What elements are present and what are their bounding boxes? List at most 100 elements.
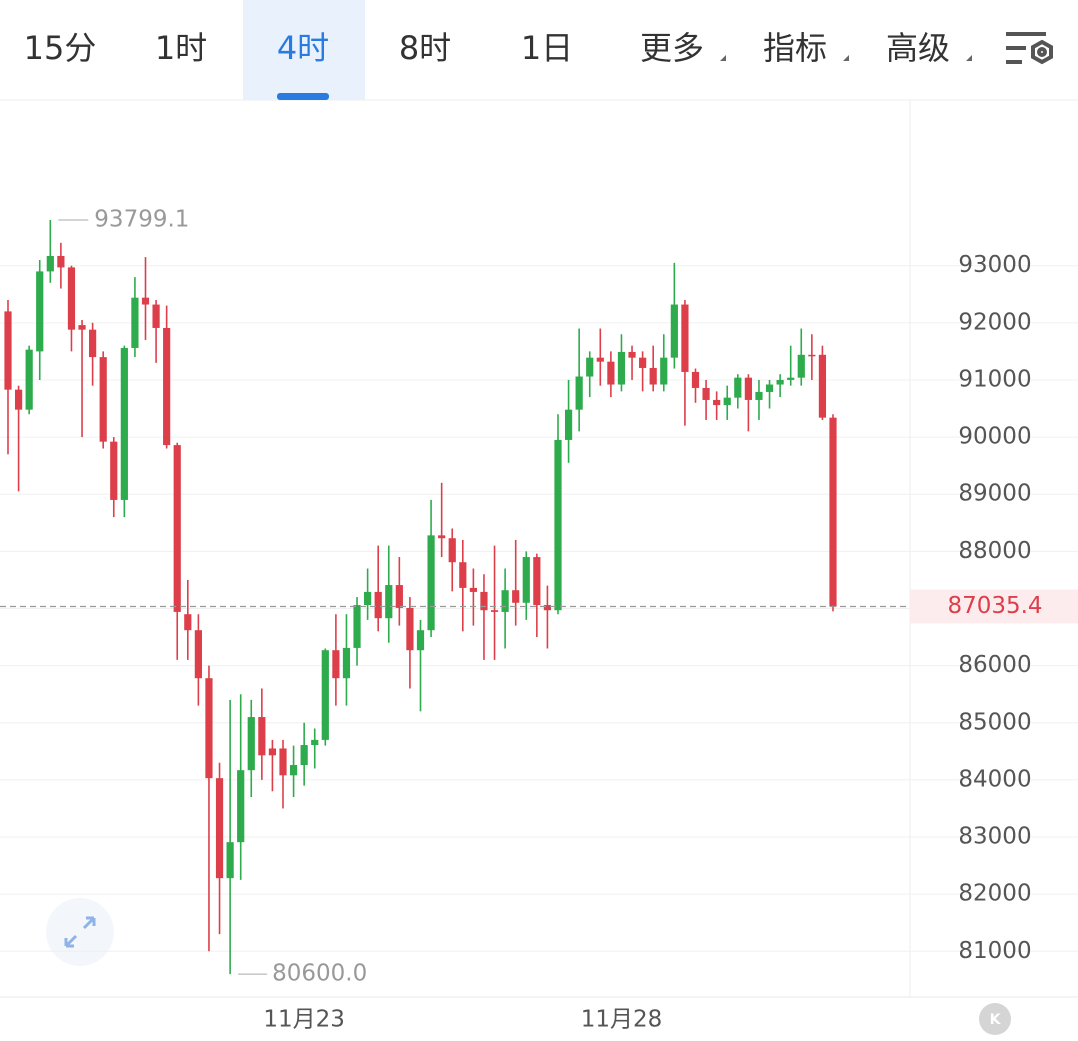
y-tick-label: 90000 (958, 424, 1031, 450)
y-tick-label: 86000 (958, 652, 1031, 678)
candle-body (237, 770, 245, 843)
candle-body (364, 591, 372, 606)
candle-body (385, 585, 393, 619)
candle-body (776, 379, 784, 385)
tab[interactable]: 指标 (763, 29, 827, 67)
y-tick-label: 85000 (958, 709, 1031, 735)
candle-body (205, 678, 213, 779)
candle-body (163, 327, 171, 446)
candle-body (4, 311, 12, 390)
tab[interactable]: 8时 (399, 29, 451, 67)
candle-body (289, 765, 298, 776)
candle-body (533, 557, 541, 606)
last-price-label: 87035.4 (947, 593, 1042, 619)
candle-body (279, 748, 287, 776)
candle-body (512, 590, 520, 603)
candle-body (607, 361, 615, 385)
candle-body (226, 842, 234, 879)
candle-body (501, 590, 509, 612)
candle-body (586, 357, 594, 377)
x-tick-label: 11月28 (581, 1007, 663, 1033)
candle-body (723, 397, 731, 406)
candle-body (406, 607, 414, 651)
candle-body (818, 354, 827, 418)
candle-body (247, 717, 255, 771)
candle-body (120, 347, 128, 500)
tab[interactable]: 1时 (155, 29, 207, 67)
candle-body (141, 297, 150, 305)
candle-body (469, 587, 477, 592)
candle-body (490, 610, 499, 612)
candle-body (321, 650, 329, 740)
x-tick-label: 11月23 (263, 1007, 345, 1033)
candle-body (311, 739, 319, 746)
candle-body (46, 255, 54, 272)
y-tick-label: 88000 (958, 538, 1031, 564)
candle-body (713, 399, 721, 406)
svg-text:K: K (990, 1012, 1002, 1028)
candle-body (808, 354, 816, 357)
tab[interactable]: 4时 (277, 29, 329, 67)
candle-body (765, 384, 774, 392)
candle-body (57, 255, 65, 268)
candle-body (797, 354, 805, 378)
candle-body (14, 389, 23, 410)
candle-body (215, 778, 224, 879)
candle-body (184, 614, 192, 631)
candle-body (564, 409, 573, 440)
candle-body (670, 304, 678, 358)
y-tick-label: 91000 (958, 366, 1031, 392)
settings-icon[interactable] (1006, 32, 1053, 65)
candle-body (755, 391, 763, 400)
candle-body (691, 371, 700, 388)
candle-body (660, 357, 668, 385)
candle-body (300, 745, 308, 766)
candle-body (25, 349, 33, 410)
y-tick-label: 81000 (958, 938, 1031, 964)
candle-body (681, 304, 689, 372)
candle-body (829, 417, 837, 607)
candle-body (395, 585, 403, 608)
tab[interactable]: 更多 (640, 29, 704, 67)
k-button[interactable]: K (979, 1003, 1011, 1035)
candle-body (332, 650, 340, 679)
tab[interactable]: 1日 (521, 29, 573, 67)
candle-body (628, 351, 636, 358)
dropdown-arrow (843, 55, 849, 61)
candle-body (110, 441, 118, 500)
max-label: 93799.1 (94, 207, 189, 233)
active-tab-bg (243, 0, 365, 100)
dropdown-arrow (966, 55, 972, 61)
active-tab-indicator (277, 93, 329, 100)
candle-body (427, 535, 435, 631)
candle-body (480, 591, 488, 611)
candle-body (78, 325, 86, 330)
candle-body (258, 717, 266, 756)
candle-body (554, 439, 562, 611)
y-tick-label: 92000 (958, 309, 1031, 335)
candle-body (596, 357, 604, 362)
tab[interactable]: 高级 (886, 29, 950, 67)
y-tick-label: 82000 (958, 881, 1031, 907)
candle-body (173, 445, 181, 612)
candle-body (543, 605, 552, 611)
candle-body (639, 357, 647, 368)
candle-body (617, 351, 626, 385)
candle-body (152, 304, 160, 328)
candle-body (416, 630, 425, 651)
candle-body (522, 557, 530, 603)
candle-body (353, 605, 361, 648)
candle-body (131, 297, 139, 348)
candle-body (734, 377, 742, 398)
candle-body (787, 377, 795, 380)
min-label: 80600.0 (272, 961, 367, 987)
tab[interactable]: 15分 (24, 29, 97, 67)
candle-body (194, 630, 202, 679)
candle-body (448, 538, 456, 563)
y-tick-label: 84000 (958, 766, 1031, 792)
candle-body (36, 271, 44, 352)
expand-button[interactable] (46, 898, 114, 966)
candle-body (89, 329, 97, 358)
